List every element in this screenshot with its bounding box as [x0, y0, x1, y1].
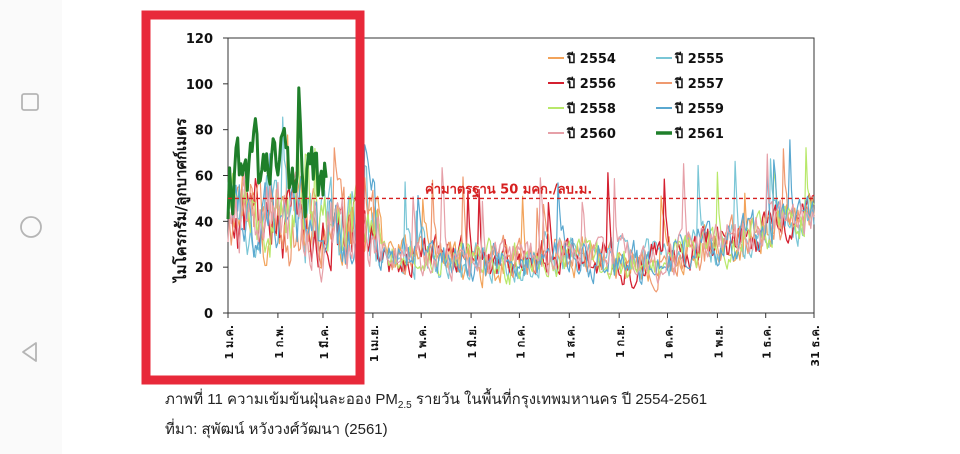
figure-caption: ภาพที่ 11 ความเข้มข้นฝุ่นละออง PM2.5 ราย…	[165, 391, 708, 411]
legend-entry: ปี 2554	[566, 51, 616, 67]
y-tick-label: 0	[204, 307, 213, 322]
x-tick-label: 1 ม.ค.	[223, 325, 236, 359]
y-tick-label: 60	[195, 170, 213, 185]
legend-entry: ปี 2559	[674, 101, 724, 117]
series-line	[226, 86, 328, 220]
triangle-left-icon[interactable]	[18, 340, 42, 364]
series-line	[227, 139, 815, 285]
x-tick-label: 1 พ.ย.	[712, 325, 725, 359]
circle-icon[interactable]	[18, 214, 44, 240]
legend-entry: ปี 2557	[674, 76, 724, 92]
legend: ปี 2554 ปี 2555 ปี 2556 ปี 2557 ปี 2558 ปี 25…	[548, 51, 724, 142]
x-axis: 1 ม.ค. 1 ก.พ. 1 มี.ค. 1 เม.ย. 1 พ.ค. 1 มิ.ย. 1…	[223, 313, 822, 367]
legend-entry: ปี 2556	[566, 76, 616, 92]
legend-entry: ปี 2558	[566, 101, 616, 117]
y-tick-label: 120	[186, 32, 213, 47]
x-tick-label: 1 ก.ย.	[614, 325, 627, 358]
x-tick-label: 1 มิ.ย.	[466, 325, 479, 359]
standard-label: ค่ามาตรฐาน 50 มคก./ลบ.ม.	[425, 182, 592, 198]
x-tick-label: 1 ส.ค.	[564, 325, 577, 359]
x-tick-label: 31 ธ.ค.	[809, 325, 822, 367]
y-axis: 0 20 40 60 80 100 120	[186, 32, 228, 322]
series-line	[227, 119, 815, 286]
x-tick-label: 1 มี.ค.	[318, 325, 331, 359]
x-tick-label: 1 ต.ค.	[663, 325, 676, 359]
figure-source: ที่มา: สุพัฒน์ หวังวงศ์วัฒนา (2561)	[165, 421, 388, 438]
y-tick-label: 20	[195, 261, 213, 276]
highlight-box	[141, 10, 365, 385]
android-nav-bar	[0, 0, 62, 454]
series-layer	[226, 86, 815, 293]
series-line	[227, 153, 815, 284]
x-tick-label: 1 พ.ค.	[416, 325, 429, 359]
x-tick-label: 1 ธ.ค.	[761, 325, 774, 359]
legend-entry: ปี 2555	[674, 51, 724, 67]
x-tick-label: 1 ก.ค.	[514, 325, 527, 359]
y-axis-label: ไมโครกรัม/ลูกบาศก์เมตร	[171, 117, 191, 284]
x-tick-label: 1 ก.พ.	[273, 325, 286, 359]
legend-entry: ปี 2561	[674, 126, 724, 142]
square-icon[interactable]	[18, 90, 42, 114]
y-tick-label: 100	[186, 78, 213, 93]
x-tick-label: 1 เม.ย.	[368, 325, 381, 362]
y-tick-label: 40	[195, 215, 213, 230]
legend-entry: ปี 2560	[566, 126, 616, 142]
y-tick-label: 80	[195, 124, 213, 139]
